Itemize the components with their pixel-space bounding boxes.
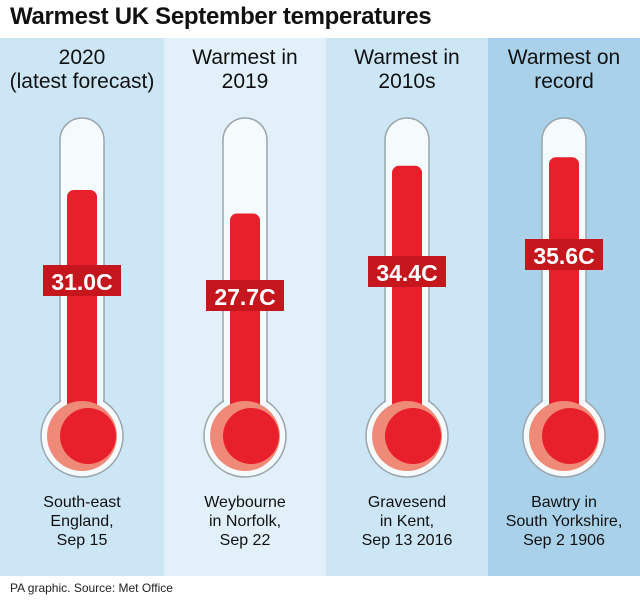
panel-location-line: Bawtry in: [531, 494, 597, 511]
panel-heading-line: 2019: [221, 70, 269, 93]
bulb-mercury: [542, 408, 598, 464]
panel-location-line: Weybourne: [204, 494, 286, 511]
value-label-bg: [43, 265, 121, 296]
mercury-column: [549, 157, 579, 439]
panel-2: Warmest in 2019 27.7C Weybourne in Norfolk, S…: [164, 38, 326, 576]
panel-heading-line: 2010s: [378, 70, 436, 93]
value-label: 35.6C: [533, 243, 594, 269]
mercury-column: [67, 190, 97, 438]
thermometer: 35.6C: [522, 117, 606, 478]
panel-location: South-east England, Sep 15: [0, 493, 164, 550]
panel-heading-line: record: [534, 70, 594, 93]
panel-heading: Warmest in 2010s: [326, 46, 488, 94]
bulb-mercury: [60, 408, 116, 464]
chart-title: Warmest UK September temperatures: [10, 3, 432, 30]
value-label: 34.4C: [376, 260, 437, 286]
panel-heading-line: Warmest in: [192, 46, 298, 69]
panel-heading: Warmest on record: [488, 46, 640, 94]
thermometer: 27.7C: [203, 117, 287, 478]
value-label-bg: [368, 256, 446, 287]
thermometer: 34.4C: [365, 117, 449, 478]
panel-heading-line: Warmest on: [507, 46, 621, 69]
panel-location-line: England,: [50, 513, 114, 530]
bulb-mercury: [385, 408, 441, 464]
panel-location-line: Sep 13 2016: [361, 532, 453, 549]
source-credit: PA graphic. Source: Met Office: [10, 581, 173, 595]
panel-heading: Warmest in 2019: [164, 46, 326, 94]
panel-location-line: in Norfolk,: [208, 513, 282, 530]
panel-location-line: South Yorkshire,: [505, 513, 623, 530]
value-label-bg: [206, 280, 284, 311]
panel-location-line: Gravesend: [367, 494, 447, 511]
panel-4: Warmest on record 35.6C Bawtry in South York…: [488, 38, 640, 576]
bulb-mercury: [223, 408, 279, 464]
panel-heading: 2020 (latest forecast): [0, 46, 164, 94]
panel-location-line: Sep 2 1906: [523, 532, 605, 549]
panel-location-line: in Kent,: [379, 513, 435, 530]
value-label: 31.0C: [51, 269, 112, 295]
value-label: 27.7C: [214, 284, 275, 310]
panel-heading-line: (latest forecast): [9, 70, 155, 93]
mercury-column: [230, 213, 260, 438]
panel-location-line: Sep 15: [56, 532, 108, 549]
panel-location: Weybourne in Norfolk, Sep 22: [164, 493, 326, 550]
mercury-column: [392, 165, 422, 438]
panel-3: Warmest in 2010s 34.4C Gravesend in Kent, Sep…: [326, 38, 488, 576]
value-label-bg: [525, 239, 603, 270]
panel-heading-line: 2020: [58, 46, 106, 69]
thermometer: 31.0C: [40, 117, 124, 478]
panel-heading-line: Warmest in: [354, 46, 460, 69]
panel-location: Gravesend in Kent, Sep 13 2016: [326, 493, 488, 550]
panel-location-line: South-east: [43, 494, 121, 511]
panel-location: Bawtry in South Yorkshire, Sep 2 1906: [488, 493, 640, 550]
panel-1: 2020 (latest forecast) 31.0C South-east Engl…: [0, 38, 164, 576]
panel-location-line: Sep 22: [219, 532, 271, 549]
thermometer-panels: 2020 (latest forecast) 31.0C South-east Engl…: [0, 38, 640, 576]
